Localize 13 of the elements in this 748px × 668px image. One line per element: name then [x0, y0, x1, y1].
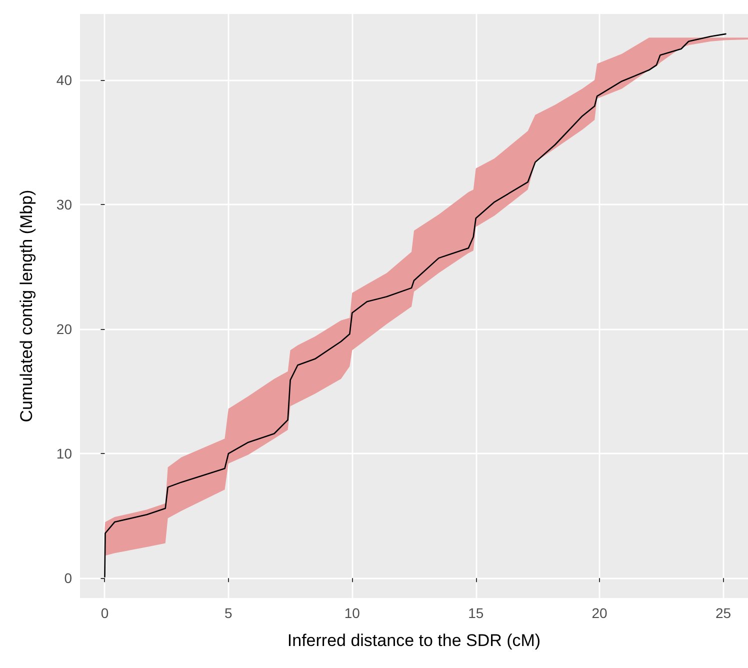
y-tick-label: 0 [64, 570, 72, 586]
y-tick-label: 30 [56, 196, 72, 213]
y-tick-label: 40 [56, 72, 72, 88]
y-tick-label: 20 [56, 321, 72, 338]
y-axis-title: Cumulated contig length (Mbp) [17, 190, 36, 422]
x-axis-title: Inferred distance to the SDR (cM) [287, 631, 541, 650]
y-tick-label: 10 [56, 446, 72, 462]
x-tick-label: 15 [468, 605, 484, 621]
x-tick-label: 25 [715, 605, 732, 621]
x-tick-label: 10 [344, 605, 360, 621]
x-tick-label: 5 [224, 605, 233, 621]
x-tick-label: 20 [592, 605, 608, 621]
x-tick-label: 0 [100, 605, 109, 621]
